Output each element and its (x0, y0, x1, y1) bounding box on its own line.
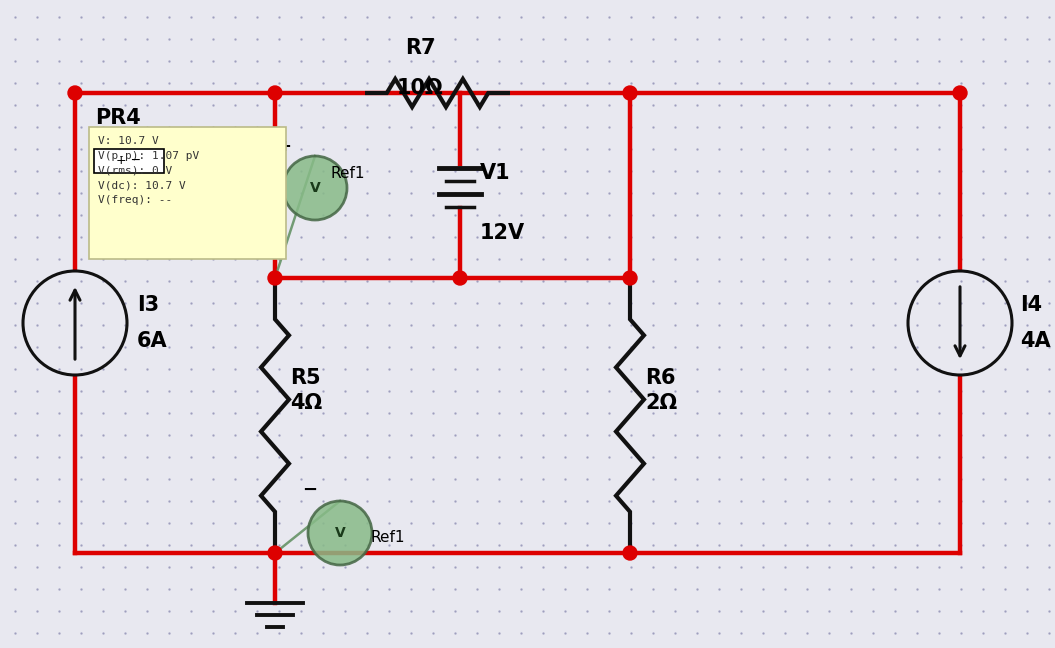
Text: V1: V1 (480, 163, 511, 183)
Text: V: 10.7 V
V(p-p): 1.07 pV
V(rms): 0 V
V(dc): 10.7 V
V(freq): --: V: 10.7 V V(p-p): 1.07 pV V(rms): 0 V V(… (98, 136, 199, 205)
Text: 4A: 4A (1020, 331, 1051, 351)
Text: PR4: PR4 (95, 108, 140, 128)
Text: I3: I3 (137, 295, 159, 315)
Circle shape (68, 86, 82, 100)
Text: R6: R6 (645, 368, 675, 388)
Circle shape (308, 501, 372, 565)
Text: 6A: 6A (137, 331, 168, 351)
Text: 12V: 12V (480, 223, 525, 243)
Text: R7: R7 (405, 38, 436, 58)
Text: 2Ω: 2Ω (645, 393, 677, 413)
Circle shape (624, 546, 637, 560)
Text: R5: R5 (290, 368, 321, 388)
Circle shape (453, 271, 467, 285)
Circle shape (268, 86, 282, 100)
Circle shape (624, 271, 637, 285)
Circle shape (268, 546, 282, 560)
Text: Ref1: Ref1 (330, 165, 364, 181)
FancyBboxPatch shape (94, 149, 164, 173)
Text: V: V (334, 526, 345, 540)
Text: V: V (309, 181, 321, 195)
Circle shape (953, 86, 967, 100)
Text: I4: I4 (1020, 295, 1042, 315)
Text: +: + (279, 139, 291, 154)
Text: + −: + − (116, 154, 141, 167)
Text: −: − (303, 481, 318, 499)
Circle shape (624, 86, 637, 100)
Circle shape (283, 156, 347, 220)
FancyBboxPatch shape (89, 127, 286, 259)
Text: 10Ω: 10Ω (397, 78, 443, 98)
Text: Ref1: Ref1 (370, 530, 404, 545)
Circle shape (268, 271, 282, 285)
Text: 4Ω: 4Ω (290, 393, 322, 413)
